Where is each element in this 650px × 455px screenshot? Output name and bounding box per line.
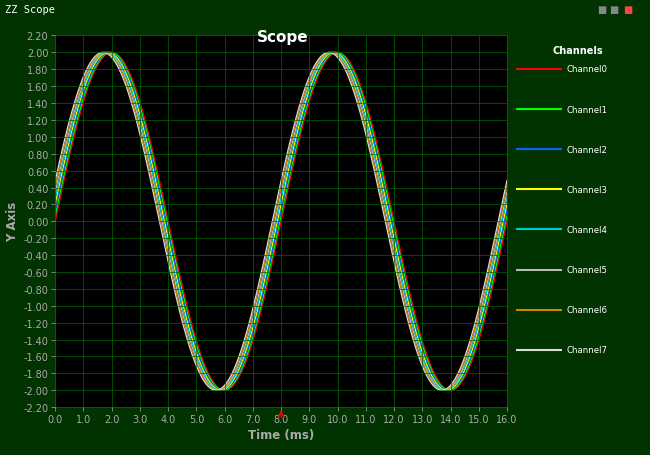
Text: Channel5: Channel5 [567, 266, 608, 274]
Text: ■: ■ [610, 5, 619, 15]
Text: Channel0: Channel0 [567, 65, 608, 74]
Text: ZZ Scope: ZZ Scope [5, 5, 55, 15]
Text: Channel2: Channel2 [567, 146, 608, 154]
Text: Channels: Channels [552, 46, 603, 56]
Y-axis label: Y Axis: Y Axis [6, 202, 19, 242]
Text: Channel1: Channel1 [567, 106, 608, 114]
Text: Channel6: Channel6 [567, 306, 608, 314]
Text: Scope: Scope [257, 30, 309, 45]
Text: Channel3: Channel3 [567, 186, 608, 194]
Text: Channel7: Channel7 [567, 346, 608, 354]
Text: ■: ■ [623, 5, 632, 15]
Text: Channel4: Channel4 [567, 226, 608, 234]
Text: ■: ■ [597, 5, 606, 15]
X-axis label: Time (ms): Time (ms) [248, 428, 314, 441]
